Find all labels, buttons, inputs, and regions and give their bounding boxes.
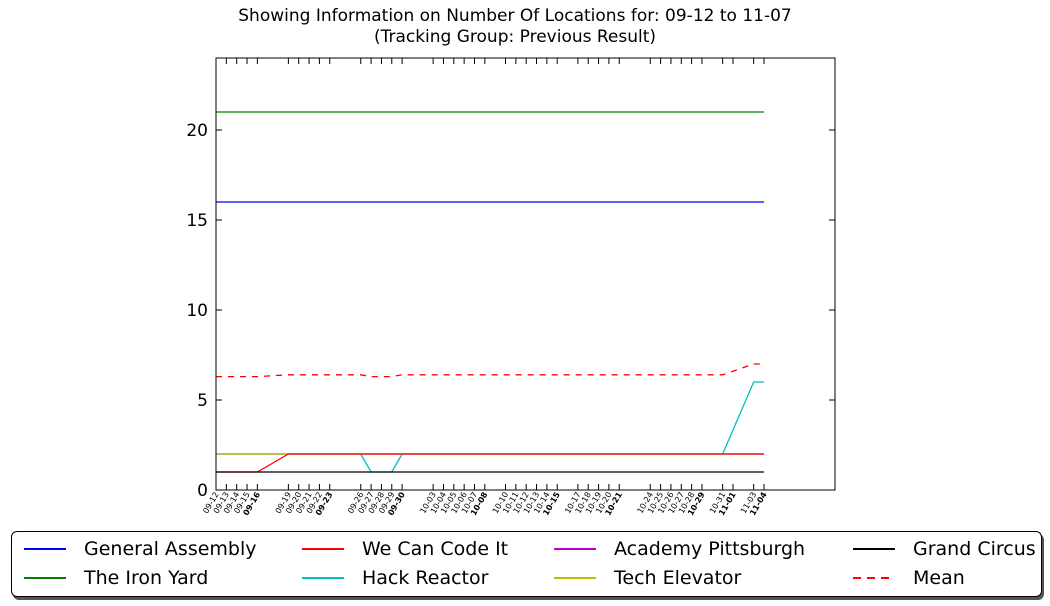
legend-swatch (554, 577, 596, 579)
y-tick-label: 5 (197, 391, 208, 411)
plot-frame (215, 57, 836, 491)
legend-swatch (24, 577, 66, 579)
legend-swatch (853, 548, 895, 550)
legend-label: Tech Elevator (614, 567, 742, 589)
legend-label: General Assembly (84, 538, 257, 560)
legend-label: Mean (913, 567, 965, 589)
series-line-mean (216, 363, 764, 378)
legend: General Assembly We Can Code It Academy … (11, 531, 1042, 597)
legend-item: We Can Code It (290, 535, 508, 563)
legend-label: We Can Code It (362, 538, 509, 560)
y-tick-label: 15 (186, 211, 208, 231)
legend-item: Grand Circus (841, 535, 1036, 563)
legend-item: Mean (841, 564, 965, 592)
legend-label: Academy Pittsburgh (614, 538, 806, 560)
series-line-we-can-code-it (216, 453, 764, 473)
legend-item: General Assembly (12, 535, 257, 563)
chart-title-line2: (Tracking Group: Previous Result) (373, 27, 657, 47)
legend-label: The Iron Yard (84, 567, 209, 589)
legend-swatch (302, 548, 344, 550)
legend-swatch (302, 577, 344, 579)
legend-swatch-dashed (853, 577, 895, 579)
legend-swatch (554, 548, 596, 550)
y-tick-label: 20 (186, 121, 208, 141)
legend-label: Hack Reactor (362, 567, 489, 589)
legend-item: Hack Reactor (290, 564, 488, 592)
y-tick-label: 0 (197, 481, 208, 501)
y-tick-label: 10 (186, 301, 208, 321)
chart-title-line1: Showing Information on Number Of Locatio… (238, 6, 792, 26)
legend-label: Grand Circus (913, 538, 1036, 560)
legend-item: Academy Pittsburgh (542, 535, 805, 563)
series-line-hack-reactor (216, 381, 764, 473)
legend-item: Tech Elevator (542, 564, 741, 592)
legend-item: The Iron Yard (12, 564, 208, 592)
legend-swatch (24, 548, 66, 550)
chart-title: Showing Information on Number Of Locatio… (0, 6, 1030, 48)
